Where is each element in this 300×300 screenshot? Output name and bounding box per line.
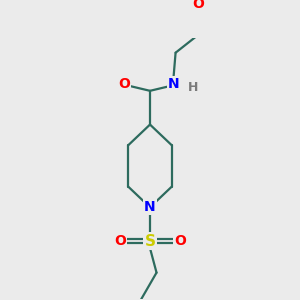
Text: H: H [188,81,198,94]
Text: O: O [114,234,126,248]
Text: S: S [145,234,155,249]
Text: O: O [118,77,130,91]
Text: O: O [174,234,186,248]
Text: O: O [192,0,204,11]
Text: N: N [144,200,156,214]
Text: N: N [168,77,180,91]
